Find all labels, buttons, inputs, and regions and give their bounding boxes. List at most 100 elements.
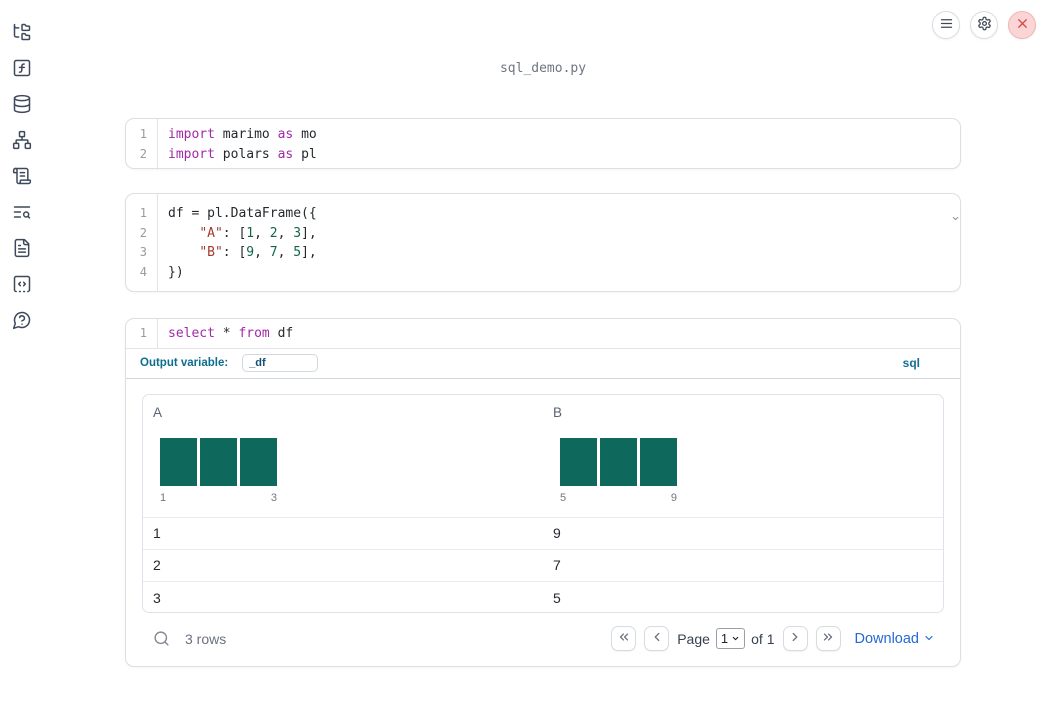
histogram-bar <box>160 437 197 486</box>
row-count: 3 rows <box>185 630 227 647</box>
cell-dataframe: 1 2 3 4 df = pl.DataFrame({ "A": [1, 2, … <box>125 193 961 292</box>
code-line: df = pl.DataFrame({ <box>168 206 317 221</box>
column-label: A <box>153 404 163 420</box>
sidebar-item-help[interactable] <box>12 311 32 331</box>
search-icon <box>153 630 170 650</box>
code-line: import marimo as mo <box>168 127 317 142</box>
histogram-max-label: 9 <box>670 491 677 504</box>
folder-tree-icon <box>12 22 32 45</box>
settings-button[interactable] <box>970 11 998 39</box>
sidebar-item-file-explorer[interactable] <box>12 23 32 43</box>
sql-output-area: A 1 3 <box>126 393 960 657</box>
histogram-bar <box>600 437 637 486</box>
page-label: Page <box>677 630 710 647</box>
line-numbers: 1 2 <box>126 119 158 170</box>
sql-output-variable-row: Output variable: sql <box>126 349 960 378</box>
fold-chevron-down-icon[interactable] <box>951 210 960 221</box>
message-question-icon <box>12 310 32 333</box>
notebook-actions <box>932 11 1036 39</box>
code-line: "B": [9, 7, 5], <box>199 245 317 260</box>
line-numbers: 1 2 3 4 <box>126 194 959 292</box>
histogram-bar <box>240 437 277 486</box>
divider <box>126 377 960 379</box>
histogram-max-label: 3 <box>270 491 277 504</box>
divider <box>126 347 960 349</box>
table-cell: 9 <box>553 525 561 541</box>
helper-sidebar <box>0 0 44 713</box>
square-code-icon <box>12 274 32 297</box>
table-footer: 3 rows Page <box>152 621 935 657</box>
sidebar-item-datasources[interactable] <box>12 94 32 117</box>
code-editor-sql[interactable]: select * from df <box>158 319 960 348</box>
table-search-button[interactable] <box>152 630 170 648</box>
first-page-button[interactable] <box>611 626 637 651</box>
function-square-icon <box>12 58 32 81</box>
code-editor-dataframe[interactable]: df = pl.DataFrame({ "A": [1, 2, 3], "B":… <box>158 194 960 292</box>
chevron-down-icon <box>731 631 740 646</box>
table-cell: 1 <box>153 525 161 541</box>
table-cell: 3 <box>153 589 161 606</box>
output-variable-input[interactable] <box>242 354 319 372</box>
histogram-bar <box>640 437 677 486</box>
chevrons-left-icon <box>617 630 631 647</box>
table-cell: 5 <box>553 589 561 606</box>
notebook-filename: sql_demo.py <box>499 61 587 76</box>
cell-sql: 1 select * from df Output variable: sql … <box>125 318 961 667</box>
text-search-icon <box>12 202 32 225</box>
close-x-icon <box>1015 16 1030 34</box>
sidebar-item-logs[interactable] <box>12 203 32 223</box>
chevron-right-icon <box>788 630 802 647</box>
pagination: Page 1 of 1 <box>611 626 935 651</box>
output-variable-label: Output variable: <box>140 357 229 369</box>
column-header-a[interactable]: A 1 3 <box>143 395 543 517</box>
sidebar-item-dependency-graph[interactable] <box>12 130 32 153</box>
histogram-bar <box>200 437 237 486</box>
menu-button[interactable] <box>932 11 960 39</box>
table-cell: 7 <box>553 557 561 573</box>
code-line: select * from df <box>168 325 294 341</box>
download-label: Download <box>854 630 920 647</box>
dataframe-table: A 1 3 <box>142 393 944 613</box>
line-numbers: 1 <box>126 319 158 348</box>
table-row: 1 9 <box>143 518 943 550</box>
code-line: "A": [1, 2, 3], <box>199 225 317 241</box>
scroll-text-icon <box>12 166 32 189</box>
language-badge: sql <box>902 356 920 370</box>
column-b-histogram: 5 9 <box>560 437 677 504</box>
column-header-b[interactable]: B 5 9 <box>543 395 943 517</box>
cell-imports: 1 2 import marimo as mo import polars as… <box>125 118 961 170</box>
sidebar-item-documentation[interactable] <box>12 238 32 261</box>
network-icon <box>12 130 32 153</box>
menu-icon <box>939 16 954 34</box>
histogram-bar <box>560 437 597 486</box>
sidebar-item-variables[interactable] <box>12 59 32 79</box>
page-of-label: of 1 <box>751 630 775 647</box>
sidebar-item-snippets[interactable] <box>12 275 32 295</box>
page-select-value: 1 <box>720 631 729 646</box>
column-a-histogram: 1 3 <box>160 437 277 504</box>
chevron-down-icon <box>923 630 935 648</box>
code-line: import polars as pl <box>168 146 317 162</box>
histogram-min-label: 5 <box>560 491 567 504</box>
histogram-min-label: 1 <box>160 491 167 504</box>
column-label: B <box>553 404 563 420</box>
next-page-button[interactable] <box>782 626 808 651</box>
table-row: 3 5 <box>143 582 943 612</box>
chevron-left-icon <box>650 630 664 647</box>
last-page-button[interactable] <box>815 626 841 651</box>
chevrons-right-icon <box>821 630 835 647</box>
gear-icon <box>977 16 992 34</box>
table-header: A 1 3 <box>143 395 943 518</box>
file-text-icon <box>12 238 32 261</box>
sidebar-item-outline[interactable] <box>12 167 32 187</box>
prev-page-button[interactable] <box>644 626 670 651</box>
code-line: }) <box>168 264 184 280</box>
shutdown-button[interactable] <box>1008 11 1036 39</box>
download-button[interactable]: Download <box>855 630 936 648</box>
table-row: 2 7 <box>143 550 943 582</box>
page-select[interactable]: 1 <box>715 628 746 649</box>
database-icon <box>12 94 32 117</box>
code-editor-imports[interactable]: import marimo as mo import polars as pl <box>158 119 960 170</box>
table-cell: 2 <box>153 557 161 573</box>
